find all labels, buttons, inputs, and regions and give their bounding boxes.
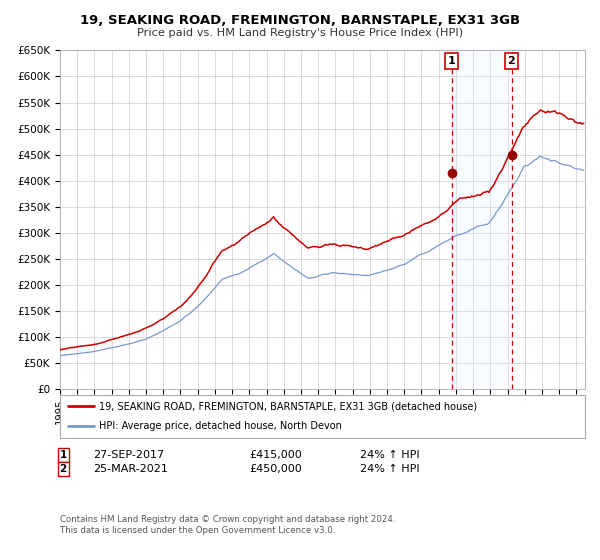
Text: £450,000: £450,000: [249, 464, 302, 474]
Text: 1: 1: [448, 56, 455, 66]
Bar: [452, 50, 511, 389]
Text: 19, SEAKING ROAD, FREMINGTON, BARNSTAPLE, EX31 3GB (detached house): 19, SEAKING ROAD, FREMINGTON, BARNSTAPLE…: [100, 402, 478, 412]
Text: Contains HM Land Registry data © Crown copyright and database right 2024.: Contains HM Land Registry data © Crown c…: [60, 515, 395, 524]
Text: 2: 2: [59, 464, 67, 474]
Text: This data is licensed under the Open Government Licence v3.0.: This data is licensed under the Open Gov…: [60, 526, 335, 535]
Text: 27-SEP-2017: 27-SEP-2017: [93, 450, 164, 460]
Text: 24% ↑ HPI: 24% ↑ HPI: [360, 450, 419, 460]
Text: Price paid vs. HM Land Registry's House Price Index (HPI): Price paid vs. HM Land Registry's House …: [137, 28, 463, 38]
Text: 1: 1: [59, 450, 67, 460]
Text: 2: 2: [508, 56, 515, 66]
Text: 19, SEAKING ROAD, FREMINGTON, BARNSTAPLE, EX31 3GB: 19, SEAKING ROAD, FREMINGTON, BARNSTAPLE…: [80, 14, 520, 27]
Text: HPI: Average price, detached house, North Devon: HPI: Average price, detached house, Nort…: [100, 421, 342, 431]
Text: 24% ↑ HPI: 24% ↑ HPI: [360, 464, 419, 474]
Text: £415,000: £415,000: [249, 450, 302, 460]
Text: 25-MAR-2021: 25-MAR-2021: [93, 464, 168, 474]
